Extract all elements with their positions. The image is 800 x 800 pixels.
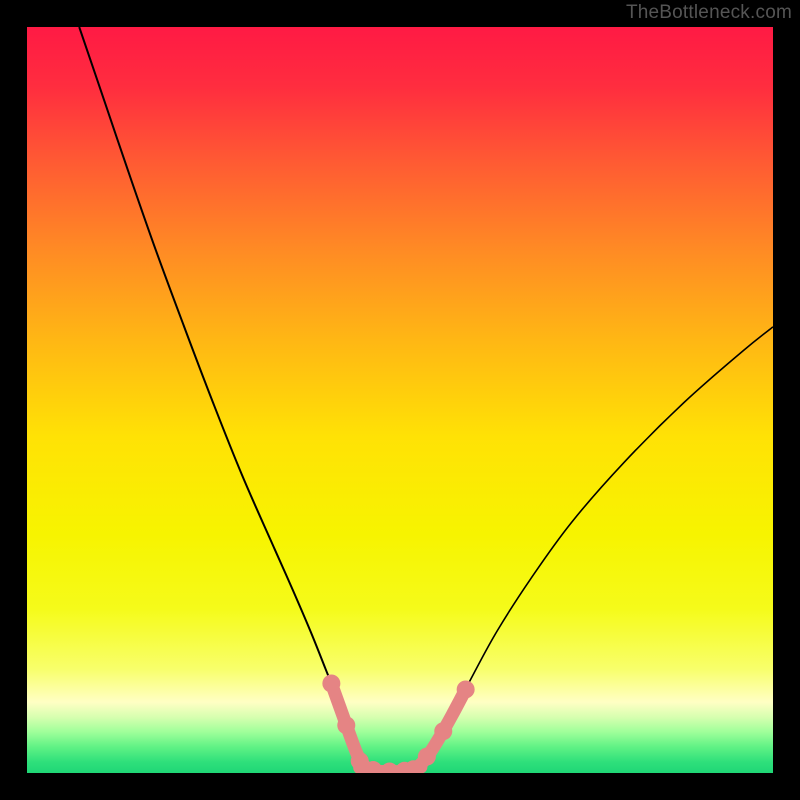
plot-background-gradient <box>27 27 773 773</box>
highlight-dot <box>322 674 340 692</box>
highlight-dot <box>457 680 475 698</box>
highlight-dot <box>434 722 452 740</box>
highlight-dot <box>418 748 436 766</box>
chart-stage: TheBottleneck.com <box>0 0 800 800</box>
bottleneck-chart <box>0 0 800 800</box>
highlight-dot <box>337 716 355 734</box>
watermark-text: TheBottleneck.com <box>626 2 792 24</box>
